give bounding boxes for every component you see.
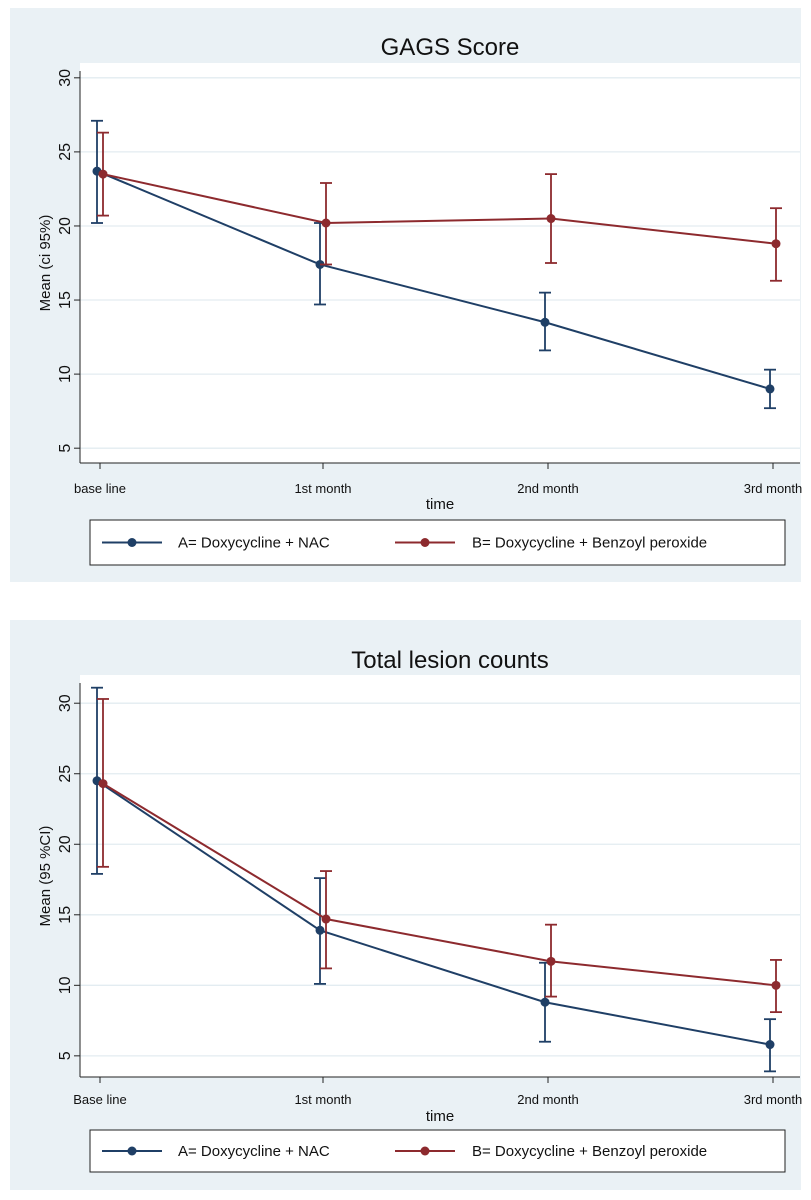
lesion-ytick-label-20: 20 [57, 835, 74, 853]
gags-ytick-label-15: 15 [57, 291, 74, 309]
lesion-series-1-point-1 [321, 914, 331, 924]
gags-series-1-point-0 [98, 169, 108, 179]
lesion-series-1-point-2 [546, 956, 556, 966]
lesion-legend-swatch-marker-0 [127, 1146, 137, 1156]
lesion-xtick-label-2: 2nd month [517, 1092, 578, 1107]
gags-score-chart: 5 10 15 20 25 30 base line 1st month 2nd month 3r… [10, 8, 802, 582]
gags-series-0-point-3 [765, 384, 775, 394]
gags-series-1-line [102, 173, 777, 245]
gags-series-1-point-1 [321, 218, 331, 228]
lesion-chart-title: Total lesion counts [351, 647, 548, 674]
lesion-xtick-label-1: 1st month [294, 1092, 351, 1107]
gags-ytick-label-10: 10 [57, 365, 74, 383]
gags-chart-group: 5 10 15 20 25 30 base line 1st month 2nd month 3r… [10, 8, 802, 582]
lesion-chart-group: 5 10 15 20 25 30 Base line 1st month 2nd month 3r… [10, 620, 802, 1190]
gags-legend-label-0: A= Doxycycline + NAC [178, 535, 330, 552]
lesion-series-1-point-3 [771, 980, 781, 990]
lesion-ytick-label-30: 30 [57, 694, 74, 712]
lesion-series-0-point-3 [765, 1040, 775, 1050]
gags-series-1-point-3 [771, 239, 781, 249]
total-lesion-counts-chart: 5 10 15 20 25 30 Base line 1st month 2nd month 3r… [10, 620, 802, 1190]
lesion-x-axis-title: time [426, 1108, 454, 1125]
lesion-series-1-point-0 [98, 779, 108, 789]
gags-y-axis-title: Mean (ci 95%) [37, 215, 54, 312]
gags-series-0-point-2 [540, 317, 550, 327]
gags-xtick-label-0: base line [74, 481, 126, 496]
gags-chart-title: GAGS Score [381, 34, 520, 61]
gags-ytick-label-5: 5 [57, 444, 74, 453]
lesion-y-axis-title: Mean (95 %CI) [37, 826, 54, 927]
gags-xtick-label-2: 2nd month [517, 481, 578, 496]
lesion-series-0-point-2 [540, 997, 550, 1007]
gags-plot-area [80, 63, 800, 463]
gags-ytick-label-20: 20 [57, 217, 74, 235]
lesion-plot-area [80, 675, 800, 1077]
lesion-ytick-label-15: 15 [57, 906, 74, 924]
lesion-xtick-label-0: Base line [73, 1092, 126, 1107]
gags-series-0-line [96, 170, 771, 390]
lesion-series-1-line [102, 782, 777, 987]
lesion-ytick-label-25: 25 [57, 765, 74, 783]
lesion-series-0-point-1 [315, 925, 325, 935]
gags-series-1-point-2 [546, 214, 556, 224]
gags-xtick-label-3: 3rd month [744, 481, 803, 496]
lesion-series-0-line [96, 779, 771, 1046]
lesion-legend-swatch-marker-1 [420, 1146, 430, 1156]
lesion-legend-label-0: A= Doxycycline + NAC [178, 1143, 330, 1160]
gags-ytick-label-25: 25 [57, 143, 74, 161]
gags-xtick-label-1: 1st month [294, 481, 351, 496]
lesion-ytick-label-10: 10 [57, 976, 74, 994]
lesion-xtick-label-3: 3rd month [744, 1092, 803, 1107]
gags-legend-swatch-marker-1 [420, 538, 430, 547]
gags-ytick-label-30: 30 [57, 69, 74, 87]
lesion-legend-label-1: B= Doxycycline + Benzoyl peroxide [472, 1143, 707, 1160]
gags-legend-label-1: B= Doxycycline + Benzoyl peroxide [472, 535, 707, 552]
lesion-ytick-label-5: 5 [57, 1051, 74, 1060]
gags-x-axis-title: time [426, 496, 454, 513]
gags-legend-swatch-marker-0 [127, 538, 137, 547]
